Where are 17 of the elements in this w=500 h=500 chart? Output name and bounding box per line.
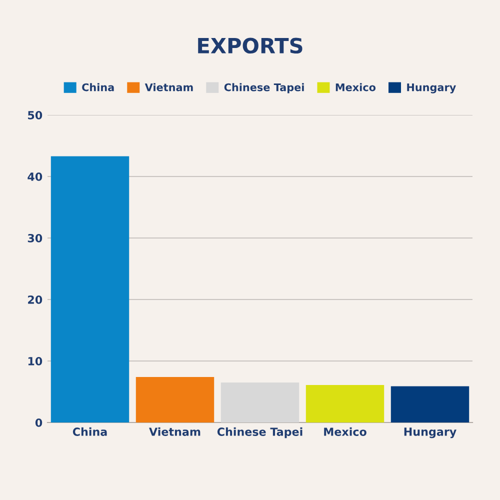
x-tick-label: Chinese Tapei xyxy=(217,427,302,438)
y-tick-label: 50 xyxy=(28,110,42,120)
legend-label: Vietnam xyxy=(144,83,193,92)
x-tick-label: China xyxy=(72,427,107,436)
y-tick-label: 20 xyxy=(28,295,42,304)
y-tick-label: 10 xyxy=(28,356,42,366)
legend-label: Mexico xyxy=(336,83,376,92)
x-tick-label: Mexico xyxy=(324,427,366,436)
y-tick-label: 30 xyxy=(28,234,42,242)
x-tick-label: Vietnam xyxy=(149,427,200,436)
legend-label: China xyxy=(82,83,114,92)
y-tick-label: 0 xyxy=(35,418,42,427)
y-tick-label: 40 xyxy=(28,172,42,181)
legend-label: Hungary xyxy=(407,83,456,94)
chart-title: EXPORTS xyxy=(198,38,302,54)
legend-label: Chinese Tapei xyxy=(224,83,304,94)
x-tick-label: Hungary xyxy=(404,428,456,438)
